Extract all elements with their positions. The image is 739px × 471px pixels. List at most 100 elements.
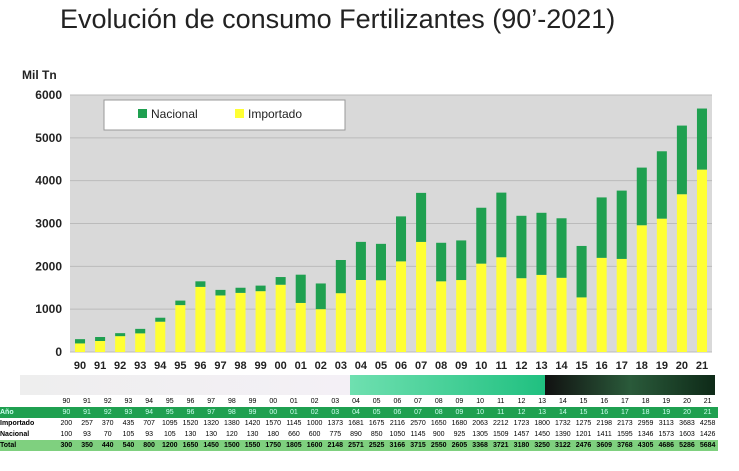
table-row-year: Año 90 91 92 93 94 95 96 97 98 99 00 01 02 03 04 05 06 07 0… — [0, 407, 718, 418]
table-cell: 90 — [62, 398, 71, 405]
table-cell: 200 — [60, 420, 73, 427]
table-cell: 3721 — [490, 440, 512, 451]
table-cell: 17 — [621, 398, 629, 405]
row-label: Año — [0, 407, 56, 418]
table-cell: 11 — [497, 398, 505, 405]
table-cell: 1570 — [265, 420, 281, 427]
table-cell: 03 — [324, 407, 346, 418]
table-cell: 04 — [352, 398, 360, 405]
table-cell: 94 — [138, 407, 160, 418]
table-cell: 1750 — [262, 440, 284, 451]
x-tick-label: 99 — [254, 360, 266, 372]
table-cell: 21 — [703, 398, 712, 405]
table-cell: 1603 — [679, 431, 695, 438]
table-cell: 1320 — [203, 420, 219, 427]
table-cell: 350 — [76, 440, 98, 451]
table-cell: 2571 — [345, 440, 367, 451]
table-cell: 1675 — [368, 420, 385, 427]
y-tick-label: 4000 — [35, 174, 62, 188]
table-cell: 775 — [329, 431, 342, 438]
bar-importado — [255, 291, 266, 352]
table-cell: 18 — [641, 398, 650, 405]
table-cell: 1305 — [472, 431, 488, 438]
x-tick-label: 12 — [515, 360, 527, 372]
table-cell: 257 — [81, 420, 93, 427]
row-label: Nacional — [0, 431, 30, 438]
decorative-strip-3 — [545, 375, 715, 395]
table-cell: 18 — [635, 407, 656, 418]
bar-nacional — [335, 259, 346, 294]
table-cell: 13 — [531, 407, 553, 418]
x-tick-label: 06 — [395, 360, 407, 372]
y-tick-label: 5000 — [35, 131, 62, 145]
table-cell: 1380 — [224, 420, 240, 427]
x-tick-label: 10 — [475, 360, 487, 372]
bar-importado — [235, 292, 246, 352]
x-tick-label: 01 — [295, 360, 307, 372]
y-tick-label: 1000 — [35, 302, 62, 316]
bar-importado — [275, 284, 286, 352]
table-cell: 2116 — [389, 420, 405, 427]
table-cell: 95 — [159, 407, 181, 418]
table-cell: 1573 — [658, 431, 675, 438]
decorative-strip-2 — [350, 375, 545, 395]
bar-nacional — [516, 215, 527, 279]
x-tick-label: 16 — [596, 360, 608, 372]
bar-nacional — [95, 337, 106, 341]
year-row-top: 90 91 92 93 94 95 96 97 98 99 00 01 02 03 04 05 06 07 08 09… — [0, 396, 718, 407]
bar-nacional — [436, 242, 447, 282]
table-cell: 1411 — [596, 431, 612, 438]
bar-importado — [496, 257, 507, 352]
x-tick-label: 13 — [535, 360, 547, 372]
table-cell: 06 — [387, 407, 408, 418]
table-cell: 180 — [267, 431, 280, 438]
table-cell: 130 — [184, 431, 197, 438]
row-label — [0, 396, 56, 407]
table-row-total: Total 300 350 440 540 800 1200 1650 1450 1500 1550… — [0, 440, 718, 451]
y-tick-label: 3000 — [35, 217, 62, 231]
legend-label-nacional: Nacional — [151, 107, 198, 121]
table-cell: 97 — [200, 407, 222, 418]
table-cell: 1346 — [637, 431, 654, 438]
table-cell: 19 — [655, 407, 677, 418]
x-tick-label: 03 — [335, 360, 347, 372]
x-tick-label: 05 — [375, 360, 387, 372]
legend-label-importado: Importado — [248, 107, 302, 121]
y-tick-label: 0 — [55, 345, 62, 359]
bar-importado — [115, 336, 126, 352]
table-cell: 05 — [366, 407, 387, 418]
bar-nacional — [656, 151, 667, 219]
table-cell: 1595 — [617, 431, 633, 438]
bar-nacional — [355, 241, 366, 280]
x-tick-label: 90 — [74, 360, 86, 372]
bar-importado — [436, 281, 447, 352]
table-cell: 07 — [414, 398, 422, 405]
table-cell: 08 — [434, 398, 443, 405]
table-cell: 4305 — [635, 440, 656, 451]
table-cell: 1680 — [451, 420, 468, 427]
table-cell: 660 — [288, 431, 300, 438]
bar-nacional — [456, 240, 467, 281]
table-cell: 16 — [600, 398, 609, 405]
table-cell: 600 — [308, 431, 321, 438]
table-cell: 96 — [180, 407, 201, 418]
y-tick-label: 6000 — [35, 88, 62, 102]
table-cell: 1145 — [286, 420, 302, 427]
table-cell: 3113 — [658, 420, 674, 427]
bar-nacional — [215, 289, 226, 296]
table-cell: 93 — [145, 431, 153, 438]
x-tick-label: 02 — [315, 360, 327, 372]
x-tick-label: 97 — [214, 360, 226, 372]
table-cell: 3715 — [407, 440, 429, 451]
x-tick-label: 14 — [555, 360, 568, 372]
bar-importado — [416, 241, 427, 352]
table-cell: 2063 — [472, 420, 488, 427]
table-cell: 91 — [76, 407, 98, 418]
table-cell: 06 — [393, 398, 402, 405]
table-cell: 1201 — [575, 431, 592, 438]
table-cell: 1650 — [180, 440, 201, 451]
table-cell: 1450 — [200, 440, 222, 451]
table-cell: 99 — [248, 398, 257, 405]
table-cell: 1200 — [159, 440, 181, 451]
table-cell: 2198 — [596, 420, 612, 427]
